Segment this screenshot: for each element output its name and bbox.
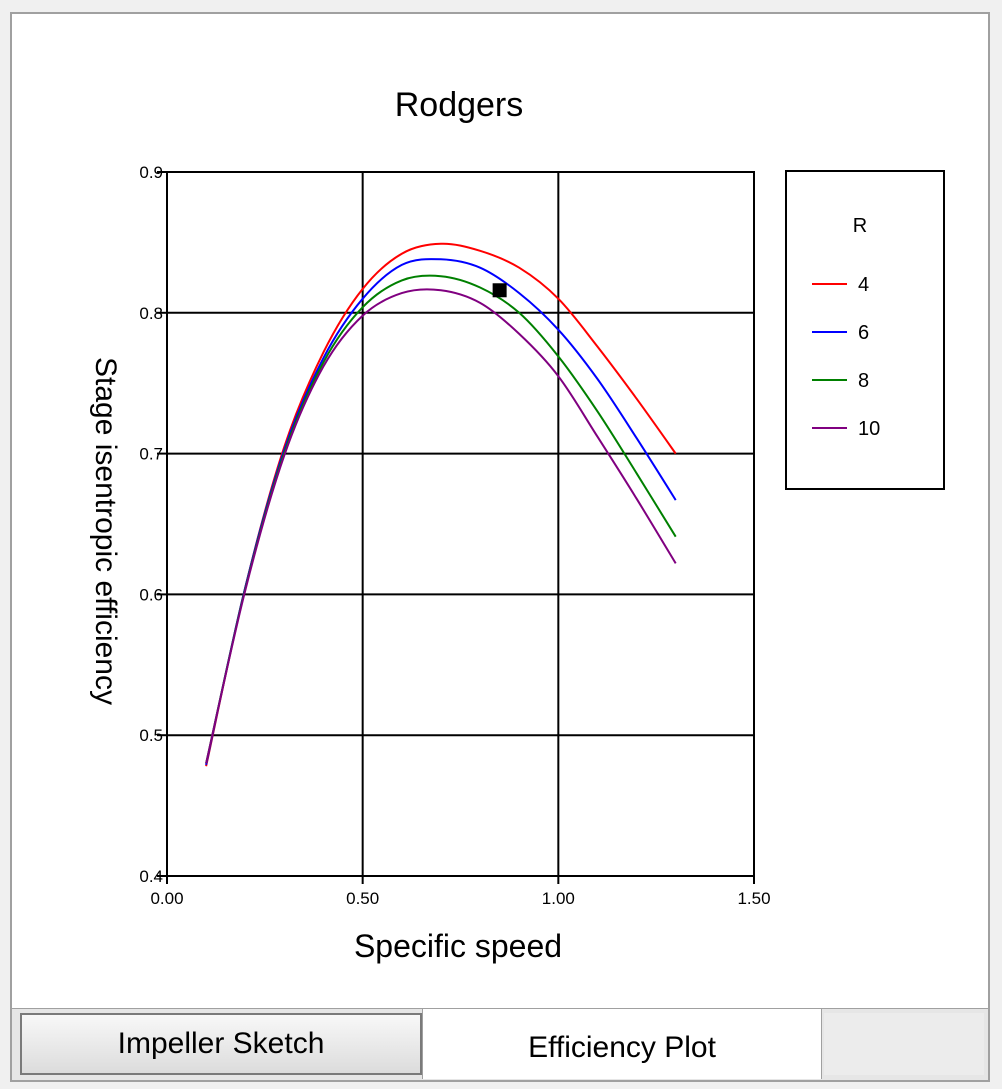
x-tick-label: 0.00: [150, 889, 183, 908]
y-tick-label: 0.6: [139, 585, 163, 604]
efficiency-chart: Rodgers 0.4 0.5 0.6 0.7 0.8 0.9 0.00 0.50 1.00 1.…: [89, 86, 945, 964]
x-axis-label: Specific speed: [354, 928, 562, 964]
plot-panel: Rodgers 0.4 0.5 0.6 0.7 0.8 0.9 0.00 0.50 1.00 1.…: [10, 12, 990, 1010]
y-tick-label: 0.8: [139, 304, 163, 323]
tab-bar-empty-area: [824, 1013, 984, 1075]
chart-legend: R 4 6 8 10: [785, 170, 945, 490]
tab-impeller-sketch[interactable]: Impeller Sketch: [20, 1013, 422, 1075]
series-line-R-10: [205, 288, 677, 764]
series-line-R-8: [205, 274, 677, 764]
series-lines: [205, 242, 677, 767]
legend-label-R-6: 6: [858, 322, 869, 344]
legend-label-R-8: 8: [858, 370, 869, 392]
legend-label-R-4: 4: [858, 274, 869, 296]
legend-box: [785, 170, 945, 490]
y-tick-label: 0.9: [139, 163, 163, 182]
series-line-R-6: [205, 258, 677, 766]
y-tick-label: 0.7: [139, 445, 163, 464]
series-line-R-4: [205, 242, 677, 767]
y-axis-label: Stage isentropic efficiency: [89, 357, 122, 705]
tab-efficiency-plot-label: Efficiency Plot: [528, 1031, 716, 1064]
tab-impeller-sketch-label: Impeller Sketch: [117, 1027, 325, 1060]
tab-bar: Impeller Sketch Efficiency Plot: [10, 1008, 990, 1082]
legend-items: 4 6 8 10: [812, 274, 880, 440]
tick-labels: 0.4 0.5 0.6 0.7 0.8 0.9 0.00 0.50 1.00 1.50: [139, 163, 770, 908]
chart-grid: [167, 172, 754, 876]
chart-title: Rodgers: [395, 86, 524, 124]
x-tick-label: 1.50: [737, 889, 770, 908]
y-tick-label: 0.4: [139, 867, 163, 886]
legend-label-R-10: 10: [858, 418, 880, 440]
x-tick-label: 0.50: [346, 889, 379, 908]
operating-point: [492, 283, 507, 298]
plot-area-border: [166, 171, 755, 877]
chart-axes: [157, 171, 755, 884]
operating-point-marker: [492, 283, 507, 298]
x-tick-label: 1.00: [542, 889, 575, 908]
tab-efficiency-plot[interactable]: Efficiency Plot: [422, 1009, 822, 1079]
legend-title: R: [853, 215, 867, 237]
y-tick-label: 0.5: [139, 726, 163, 745]
